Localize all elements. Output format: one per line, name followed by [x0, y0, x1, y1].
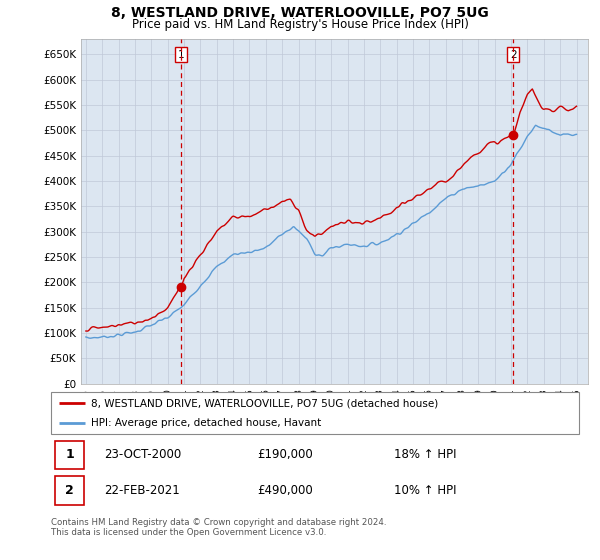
Text: 8, WESTLAND DRIVE, WATERLOOVILLE, PO7 5UG (detached house): 8, WESTLAND DRIVE, WATERLOOVILLE, PO7 5U… [91, 398, 438, 408]
Text: 10% ↑ HPI: 10% ↑ HPI [394, 484, 457, 497]
Text: Price paid vs. HM Land Registry's House Price Index (HPI): Price paid vs. HM Land Registry's House … [131, 18, 469, 31]
Text: 23-OCT-2000: 23-OCT-2000 [104, 449, 181, 461]
Text: 2: 2 [65, 484, 74, 497]
Text: £190,000: £190,000 [257, 449, 313, 461]
Text: HPI: Average price, detached house, Havant: HPI: Average price, detached house, Hava… [91, 418, 321, 428]
Text: 1: 1 [65, 449, 74, 461]
Text: 18% ↑ HPI: 18% ↑ HPI [394, 449, 457, 461]
Text: 22-FEB-2021: 22-FEB-2021 [104, 484, 179, 497]
Text: 2: 2 [510, 50, 517, 60]
Text: Contains HM Land Registry data © Crown copyright and database right 2024.
This d: Contains HM Land Registry data © Crown c… [51, 518, 386, 538]
Text: 1: 1 [178, 50, 184, 60]
Text: £490,000: £490,000 [257, 484, 313, 497]
Bar [55, 476, 84, 505]
Text: 8, WESTLAND DRIVE, WATERLOOVILLE, PO7 5UG: 8, WESTLAND DRIVE, WATERLOOVILLE, PO7 5U… [111, 6, 489, 20]
Bar [55, 441, 84, 469]
